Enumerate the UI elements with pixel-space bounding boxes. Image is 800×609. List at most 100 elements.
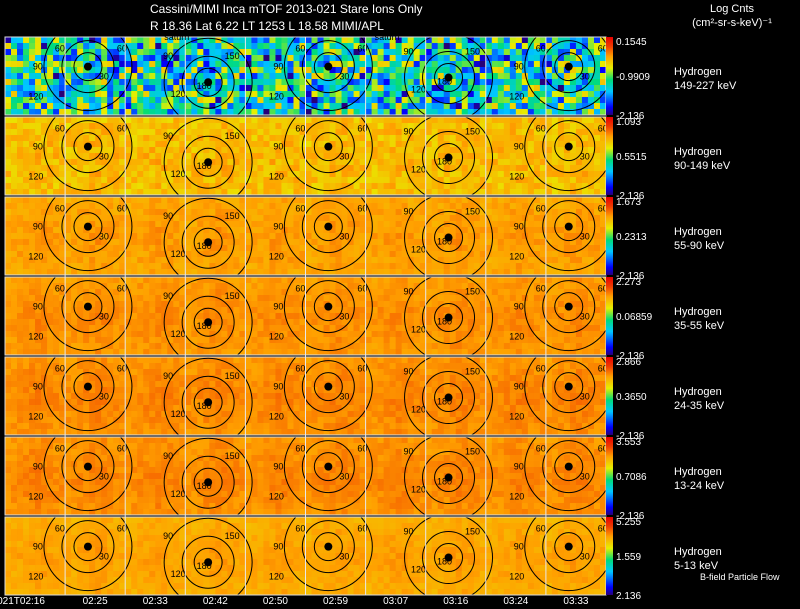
- contour-label: 90: [404, 207, 414, 217]
- contour-label: 120: [171, 89, 186, 99]
- contour-set: 90 60 30 60 120 120 150 180 90 90 60 30 60 120 120 150 1…: [28, 37, 606, 115]
- pitch-angle-contour: [43, 437, 133, 512]
- contour-set: 90 60 30 60 120 120 150 180 90 90 60 30 60 120 120 150 1…: [28, 117, 606, 195]
- species-label: Hydrogen: [674, 386, 722, 398]
- pitch-angle-contour: [43, 197, 133, 272]
- time-tick-label: 02:59: [323, 596, 348, 607]
- contour-label: 60: [55, 524, 65, 534]
- colorbar-min-label: 2.136: [616, 591, 641, 602]
- field-direction-marker: [324, 222, 333, 231]
- pitch-angle-contour: [404, 277, 494, 355]
- pitch-angle-contour: [181, 55, 235, 109]
- contour-label: 60: [357, 524, 367, 534]
- pitch-angle-contour: [542, 280, 596, 334]
- contour-label: 30: [99, 472, 109, 482]
- pitch-angle-contour: [163, 37, 253, 115]
- colorbar-gradient: [606, 517, 613, 595]
- frame-image: [365, 277, 427, 356]
- frame-image: [425, 37, 487, 116]
- pitch-angle-contour: [313, 452, 343, 482]
- contour-label: 120: [509, 172, 524, 182]
- frame-image: [545, 197, 607, 276]
- time-tick-label: 021T02:16: [0, 596, 45, 607]
- contour-label: 120: [171, 489, 186, 499]
- contour-label: 180: [197, 241, 212, 251]
- colorbar-min-label: -2.136: [616, 271, 645, 282]
- contour-label: 150: [225, 451, 240, 461]
- pitch-angle-contour: [554, 452, 584, 482]
- pitch-angle-contour: [73, 132, 103, 162]
- contour-label: 150: [465, 287, 480, 297]
- species-label: Hydrogen: [674, 546, 722, 558]
- frame-image: [125, 37, 186, 116]
- contour-label: 60: [55, 44, 65, 54]
- contour-label: 90: [514, 222, 524, 232]
- field-direction-marker: [204, 158, 213, 167]
- frame-image: [5, 37, 66, 116]
- pitch-angle-contour: [181, 375, 235, 429]
- contour-label: 120: [28, 172, 43, 182]
- pitch-angle-contour: [422, 291, 476, 345]
- colorbar-max-label: 5.255: [616, 517, 641, 528]
- contour-label: 180: [437, 557, 452, 567]
- frame-image: [125, 197, 186, 276]
- contour-label: 30: [339, 552, 349, 562]
- frame-image: [125, 357, 186, 436]
- contour-label: 120: [411, 485, 426, 495]
- contour-label: 90: [273, 542, 283, 552]
- contour-label: 60: [598, 444, 608, 454]
- pitch-angle-contour: [422, 531, 476, 585]
- frame-image: [365, 437, 427, 516]
- pitch-angle-contour: [301, 40, 355, 94]
- contour-label: 60: [117, 44, 127, 54]
- pitch-angle-contour: [61, 40, 115, 94]
- contour-label: 30: [339, 232, 349, 242]
- pitch-angle-contour: [554, 292, 584, 322]
- field-direction-marker: [564, 542, 573, 551]
- contour-label: 30: [580, 72, 590, 82]
- colorbar-mid-label: 1.559: [616, 552, 641, 563]
- frame-image: [185, 517, 246, 596]
- contour-label: 120: [171, 249, 186, 259]
- pitch-angle-contour: [163, 117, 253, 195]
- pitch-angle-contour: [193, 227, 223, 257]
- colorbar: [606, 437, 613, 515]
- contour-label: 30: [99, 232, 109, 242]
- saturn-label: saturn: [375, 32, 400, 42]
- units-title: Log Cnts: [709, 3, 755, 15]
- contour-label: 120: [509, 412, 524, 422]
- frame-image: [125, 437, 186, 516]
- contour-label: 60: [295, 284, 305, 294]
- frame-image: [485, 117, 547, 196]
- field-direction-marker: [324, 382, 333, 391]
- contour-label: 60: [55, 124, 65, 134]
- contour-label: 90: [33, 382, 43, 392]
- contour-label: 30: [580, 392, 590, 402]
- contour-label: 120: [411, 85, 426, 95]
- contour-label: 60: [55, 364, 65, 374]
- contour-label: 60: [55, 444, 65, 454]
- pitch-angle-contour: [61, 440, 115, 494]
- contour-label: 30: [339, 472, 349, 482]
- contour-label: 90: [404, 367, 414, 377]
- pitch-angle-contour: [43, 517, 133, 592]
- pitch-angle-contour: [43, 357, 133, 432]
- colorbar: [606, 357, 613, 435]
- pitch-angle-contour: [73, 452, 103, 482]
- contour-label: 60: [598, 364, 608, 374]
- field-direction-marker: [83, 302, 92, 311]
- contour-label: 60: [117, 524, 127, 534]
- contour-label: 120: [509, 572, 524, 582]
- frame-image: [245, 357, 306, 436]
- contour-label: 150: [225, 371, 240, 381]
- colorbar-mid-label: 0.7086: [616, 472, 647, 483]
- pitch-angle-contour: [422, 371, 476, 425]
- pitch-angle-contour: [43, 37, 133, 112]
- contour-label: 120: [28, 252, 43, 262]
- frame-image: [305, 517, 366, 596]
- pitch-angle-contour: [43, 117, 133, 192]
- energy-range-label: 35-55 keV: [674, 320, 725, 332]
- colorbar-mid-label: 0.06859: [616, 312, 653, 323]
- contour-label: 30: [580, 472, 590, 482]
- contour-layer: 90 60 30 60 120 120 150 180 90 90 60 30 60 120 120 150 1…: [28, 37, 608, 595]
